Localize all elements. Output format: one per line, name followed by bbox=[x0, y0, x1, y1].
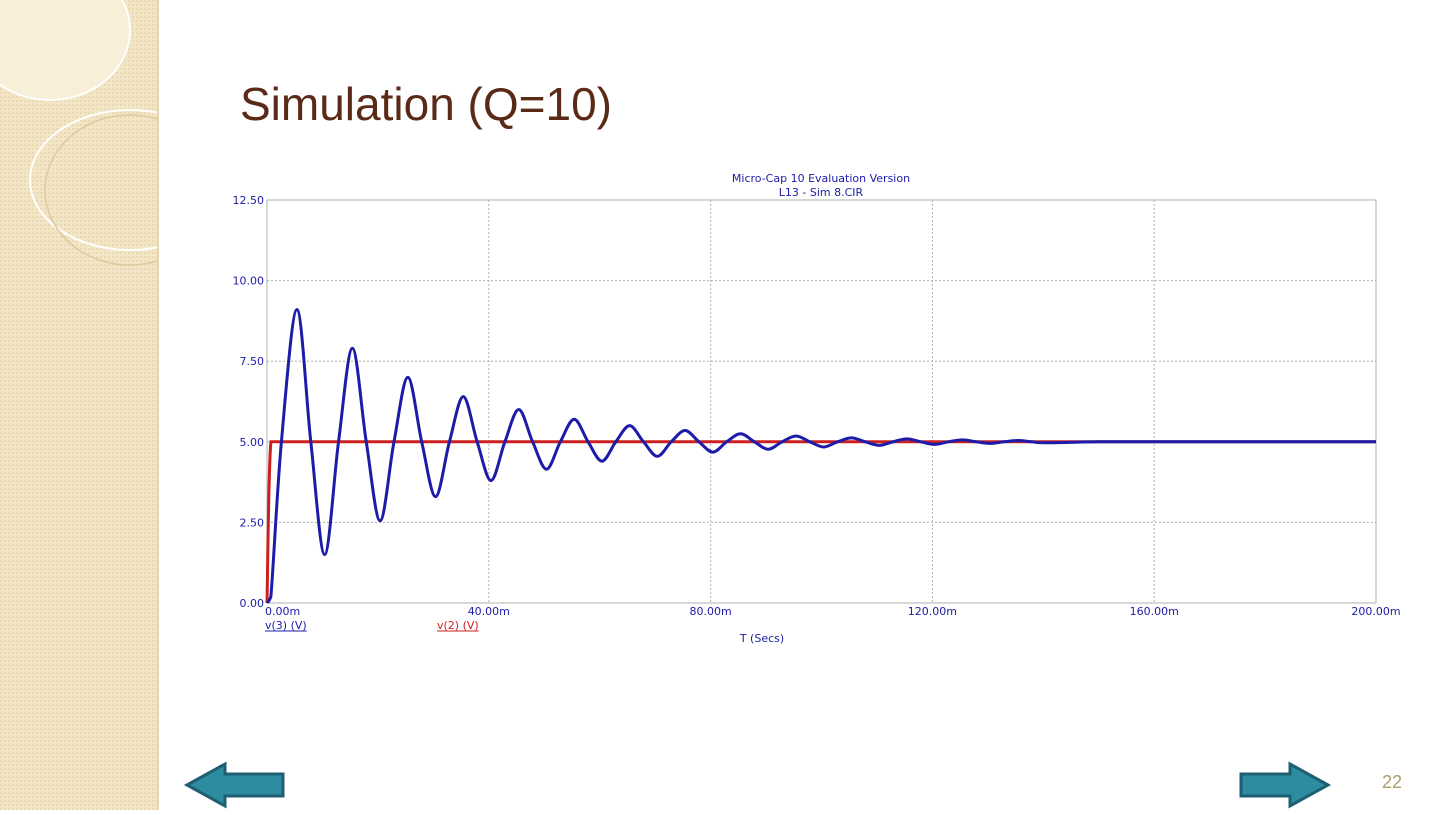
x-tick-label: 200.00m bbox=[1351, 605, 1400, 618]
prev-button[interactable] bbox=[183, 761, 285, 809]
side-decor bbox=[0, 0, 158, 266]
y-tick-label: 2.50 bbox=[240, 516, 265, 529]
x-tick-label: 40.00m bbox=[468, 605, 510, 618]
x-tick-label: 160.00m bbox=[1130, 605, 1179, 618]
x-tick-label: 120.00m bbox=[908, 605, 957, 618]
side-strip bbox=[0, 0, 158, 810]
x-tick-label: 0.00m bbox=[265, 605, 300, 618]
x-axis-label: T (Secs) bbox=[739, 632, 784, 645]
chart-title: Micro-Cap 10 Evaluation Version bbox=[732, 172, 910, 185]
x-tick-label: 80.00m bbox=[689, 605, 731, 618]
y-tick-label: 12.50 bbox=[233, 194, 265, 207]
next-button[interactable] bbox=[1239, 761, 1332, 809]
chart-subtitle: L13 - Sim 8.CIR bbox=[779, 186, 864, 199]
series-line bbox=[265, 308, 1377, 604]
page-number: 22 bbox=[1382, 772, 1402, 792]
y-tick-label: 10.00 bbox=[233, 275, 265, 288]
y-tick-label: 5.00 bbox=[240, 436, 265, 449]
slide-title: Simulation (Q=10) bbox=[240, 78, 612, 130]
series-line bbox=[265, 440, 1377, 604]
y-tick-label: 7.50 bbox=[240, 355, 265, 368]
legend-entry: v(3) (V) bbox=[265, 619, 307, 632]
legend-entry: v(2) (V) bbox=[437, 619, 479, 632]
y-tick-label: 0.00 bbox=[240, 597, 265, 610]
